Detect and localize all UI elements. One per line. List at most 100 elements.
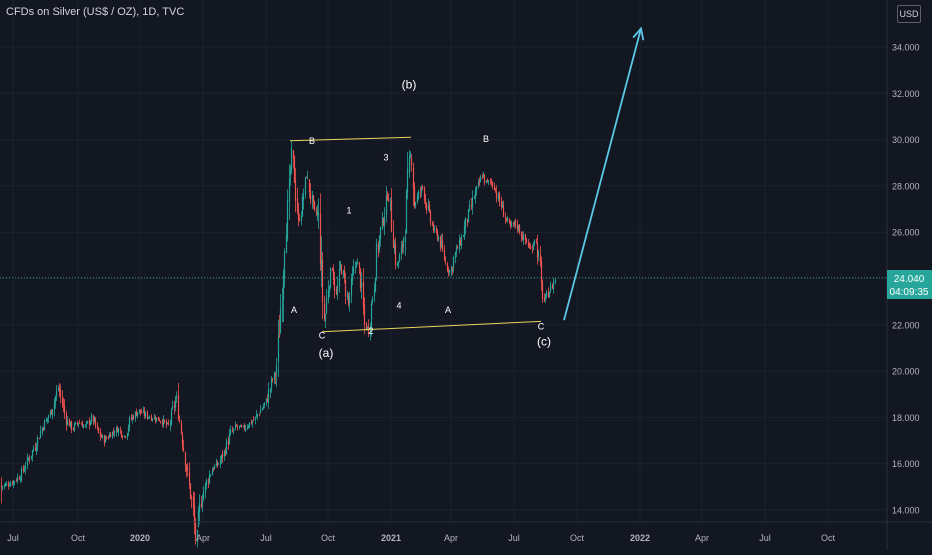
candle-body [416, 196, 419, 203]
candle-body [234, 425, 237, 429]
trendline[interactable] [321, 320, 542, 333]
candle-body [288, 178, 291, 202]
candle-body [13, 481, 16, 482]
candle-body [112, 431, 115, 433]
candle-body [166, 422, 169, 424]
candle-body [0, 484, 3, 488]
candle-body [456, 247, 459, 249]
candle-body [54, 396, 57, 403]
candle-body [19, 479, 22, 480]
candle-body [34, 447, 37, 450]
candle-body [373, 289, 376, 296]
candle-body [24, 466, 27, 469]
time-axis[interactable]: Jul Oct 2020 Apr Jul Oct 2021 Apr Jul Oct 2022 Apr J… [0, 521, 932, 543]
candle-body [477, 182, 480, 186]
candle-body [20, 468, 23, 480]
candle-body [18, 477, 21, 480]
candle-body [505, 217, 508, 220]
candle-body [159, 421, 162, 423]
candle-body [58, 387, 61, 392]
candle-body [97, 427, 100, 433]
candle-body [157, 416, 160, 421]
x-tick-label: Oct [321, 533, 336, 543]
candle-body [107, 438, 110, 439]
candle-body [273, 372, 276, 380]
currency-button[interactable]: USD [897, 5, 921, 23]
candle-body [332, 269, 335, 281]
candle-body [202, 491, 205, 501]
candle-body [541, 281, 544, 299]
candle-body [425, 202, 428, 211]
candle-body [427, 205, 430, 210]
x-tick-label: Oct [570, 533, 585, 543]
candle-body [283, 251, 286, 278]
candle-body [189, 483, 192, 499]
candle-body [385, 195, 388, 216]
candle-body [377, 243, 380, 251]
candle-body [356, 263, 359, 265]
candle-body [128, 417, 131, 427]
candle-body [386, 195, 389, 200]
candle-body [36, 436, 39, 447]
projection-arrow[interactable] [563, 28, 642, 321]
candle-body [316, 211, 319, 215]
last-price-tag: 24.040 04:09:35 [887, 270, 932, 299]
candle-body [3, 484, 6, 487]
candle-body [439, 236, 442, 248]
candle-body [281, 305, 284, 308]
candle-body [510, 223, 513, 226]
candle-body [277, 335, 280, 363]
candle-body [551, 284, 554, 289]
candle-body [297, 209, 300, 220]
candle-body [46, 418, 49, 420]
candle-body [398, 254, 401, 262]
candle-body [185, 465, 188, 471]
candle-body [360, 282, 363, 287]
candle-body [406, 168, 409, 193]
candle-body [45, 419, 48, 422]
candle-body [474, 191, 477, 198]
candle-body [315, 210, 318, 214]
candle-body [88, 420, 91, 425]
candle-body [261, 408, 264, 410]
candle-body [76, 422, 79, 424]
candle-body [495, 191, 498, 199]
candle-body [516, 224, 519, 229]
candle-body [529, 246, 532, 249]
candle-body [65, 413, 68, 425]
candle-body [171, 406, 174, 409]
x-tick-label: 2021 [381, 533, 401, 543]
candle-body [35, 447, 38, 451]
candle-body [481, 177, 484, 179]
y-tick-label: 16.000 [892, 459, 920, 469]
candle-body [467, 209, 470, 223]
candle-body [383, 216, 386, 226]
candle-body [84, 425, 87, 426]
candle-body [247, 426, 250, 428]
candle-body [238, 426, 241, 427]
candle-body [328, 286, 331, 292]
arrow-head [632, 26, 645, 41]
candle-body [401, 244, 404, 247]
wave-label: A [291, 305, 297, 315]
candle-body [522, 235, 525, 241]
candle-body [31, 450, 34, 457]
candle-body [267, 389, 270, 402]
candle-body [436, 232, 439, 240]
wave-label: A [445, 305, 451, 315]
candle-body [209, 474, 212, 477]
last-price: 24.040 [894, 274, 925, 285]
candle-body [506, 218, 509, 221]
candle-body [163, 420, 166, 422]
candle-body [167, 423, 170, 425]
candle-body [4, 483, 7, 486]
candle-body [251, 421, 254, 424]
candle-body [545, 291, 548, 296]
trendline[interactable] [289, 136, 412, 142]
candle-body [340, 264, 343, 275]
wave-label: 2 [368, 326, 373, 336]
candle-body [181, 434, 184, 446]
y-tick-label: 20.000 [892, 367, 920, 377]
candle-body [9, 483, 12, 486]
